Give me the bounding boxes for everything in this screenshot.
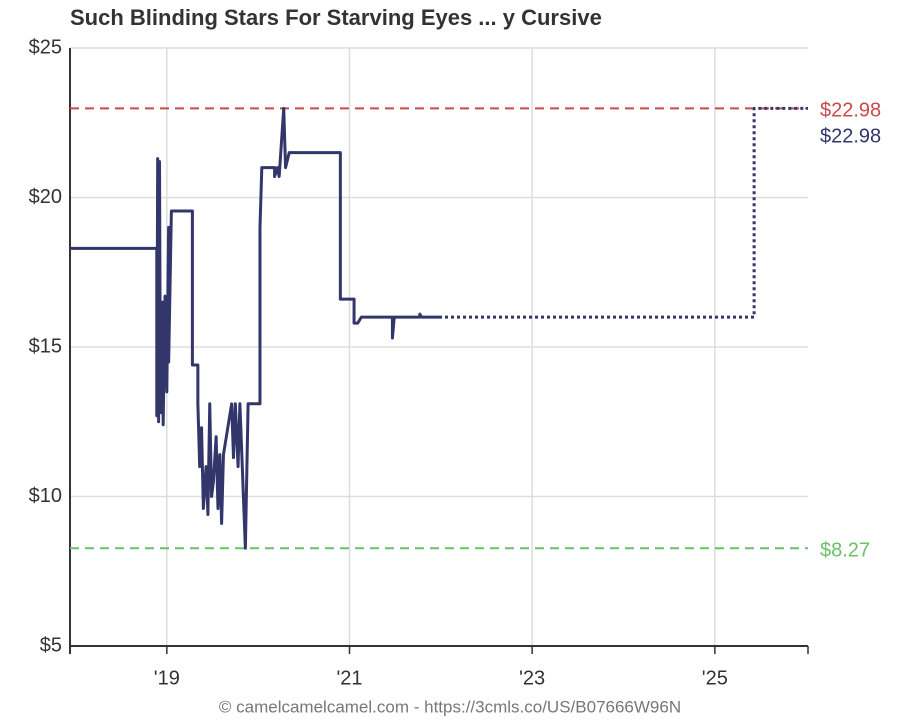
x-tick-label: '19 [154, 667, 180, 689]
x-tick-label: '25 [702, 667, 728, 689]
price-line [70, 106, 439, 550]
reference-label: $22.98 [820, 100, 881, 122]
y-tick-label: $15 [29, 335, 62, 357]
x-tick-label: '23 [519, 667, 545, 689]
y-tick-label: $20 [29, 186, 62, 208]
chart-title: Such Blinding Stars For Starving Eyes ..… [70, 5, 602, 30]
y-tick-label: $10 [29, 485, 62, 507]
x-tick-label: '21 [336, 667, 362, 689]
price-line [439, 106, 808, 319]
y-tick-label: $25 [29, 36, 62, 58]
reference-label: $8.27 [820, 540, 870, 562]
current-price-label: $22.98 [820, 126, 881, 148]
y-tick-label: $5 [40, 634, 62, 656]
footer: © camelcamelcamel.com - https://3cmls.co… [219, 697, 681, 716]
